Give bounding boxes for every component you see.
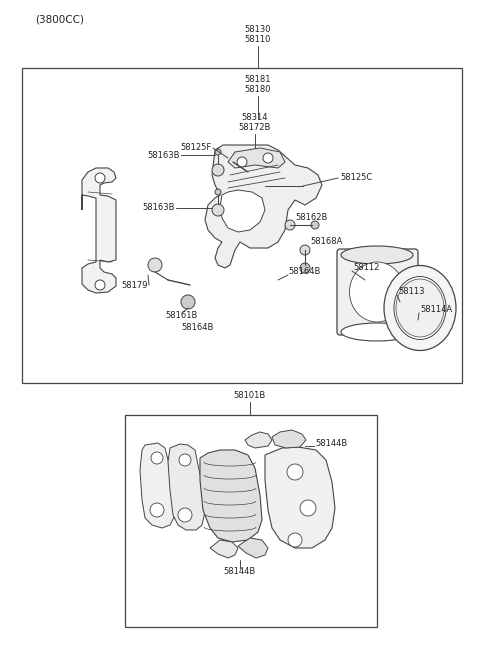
Text: 58164B: 58164B: [182, 324, 214, 333]
Polygon shape: [205, 145, 322, 268]
Circle shape: [311, 221, 319, 229]
Text: 58125F: 58125F: [181, 143, 212, 153]
Text: 58130: 58130: [245, 26, 271, 35]
Circle shape: [288, 533, 302, 547]
Circle shape: [178, 508, 192, 522]
Circle shape: [95, 173, 105, 183]
Text: 58314: 58314: [242, 113, 268, 122]
Text: 58114A: 58114A: [420, 305, 452, 314]
FancyBboxPatch shape: [337, 249, 418, 335]
Text: 58110: 58110: [245, 35, 271, 45]
Circle shape: [250, 148, 260, 158]
Circle shape: [263, 153, 273, 163]
Polygon shape: [265, 447, 335, 548]
Circle shape: [300, 263, 310, 273]
Text: (3800CC): (3800CC): [35, 14, 84, 24]
Text: 58144B: 58144B: [315, 438, 347, 447]
Circle shape: [212, 164, 224, 176]
Circle shape: [287, 464, 303, 480]
Circle shape: [259, 183, 265, 189]
Text: 58172B: 58172B: [239, 124, 271, 132]
Ellipse shape: [394, 276, 446, 339]
Text: 58162B: 58162B: [295, 214, 327, 223]
Text: 58180: 58180: [245, 86, 271, 94]
Circle shape: [95, 280, 105, 290]
Text: 58125C: 58125C: [340, 174, 372, 183]
Bar: [125, 415, 377, 627]
Text: 58163B: 58163B: [147, 151, 180, 160]
Polygon shape: [245, 432, 272, 448]
Circle shape: [181, 295, 195, 309]
Circle shape: [179, 454, 191, 466]
Polygon shape: [220, 190, 265, 232]
Text: 58181: 58181: [245, 75, 271, 84]
Circle shape: [300, 245, 310, 255]
Circle shape: [148, 258, 162, 272]
Circle shape: [215, 149, 221, 155]
Polygon shape: [82, 168, 116, 293]
Circle shape: [228, 157, 238, 167]
Circle shape: [215, 189, 221, 195]
Text: 58163B: 58163B: [143, 204, 175, 212]
Text: 58144B: 58144B: [224, 567, 256, 576]
Polygon shape: [168, 444, 205, 530]
Ellipse shape: [341, 246, 413, 264]
Circle shape: [299, 182, 307, 190]
Circle shape: [285, 220, 295, 230]
Circle shape: [300, 500, 316, 516]
Text: 58113: 58113: [398, 288, 424, 297]
Ellipse shape: [341, 323, 413, 341]
Text: 58179: 58179: [121, 280, 148, 290]
Polygon shape: [140, 443, 175, 528]
Ellipse shape: [396, 279, 444, 337]
Polygon shape: [200, 450, 262, 542]
Circle shape: [237, 157, 247, 167]
Circle shape: [212, 204, 224, 216]
Polygon shape: [210, 540, 238, 558]
Bar: [22, 68, 462, 383]
Polygon shape: [238, 538, 268, 558]
Polygon shape: [272, 430, 306, 448]
Text: 58161B: 58161B: [166, 312, 198, 320]
Text: 58168A: 58168A: [310, 238, 342, 246]
Ellipse shape: [349, 262, 405, 322]
Polygon shape: [228, 148, 285, 168]
Text: 58164B: 58164B: [288, 267, 320, 276]
Circle shape: [151, 452, 163, 464]
Circle shape: [150, 503, 164, 517]
Text: 58112: 58112: [353, 263, 379, 272]
Text: 58101B: 58101B: [234, 390, 266, 400]
Ellipse shape: [384, 265, 456, 350]
